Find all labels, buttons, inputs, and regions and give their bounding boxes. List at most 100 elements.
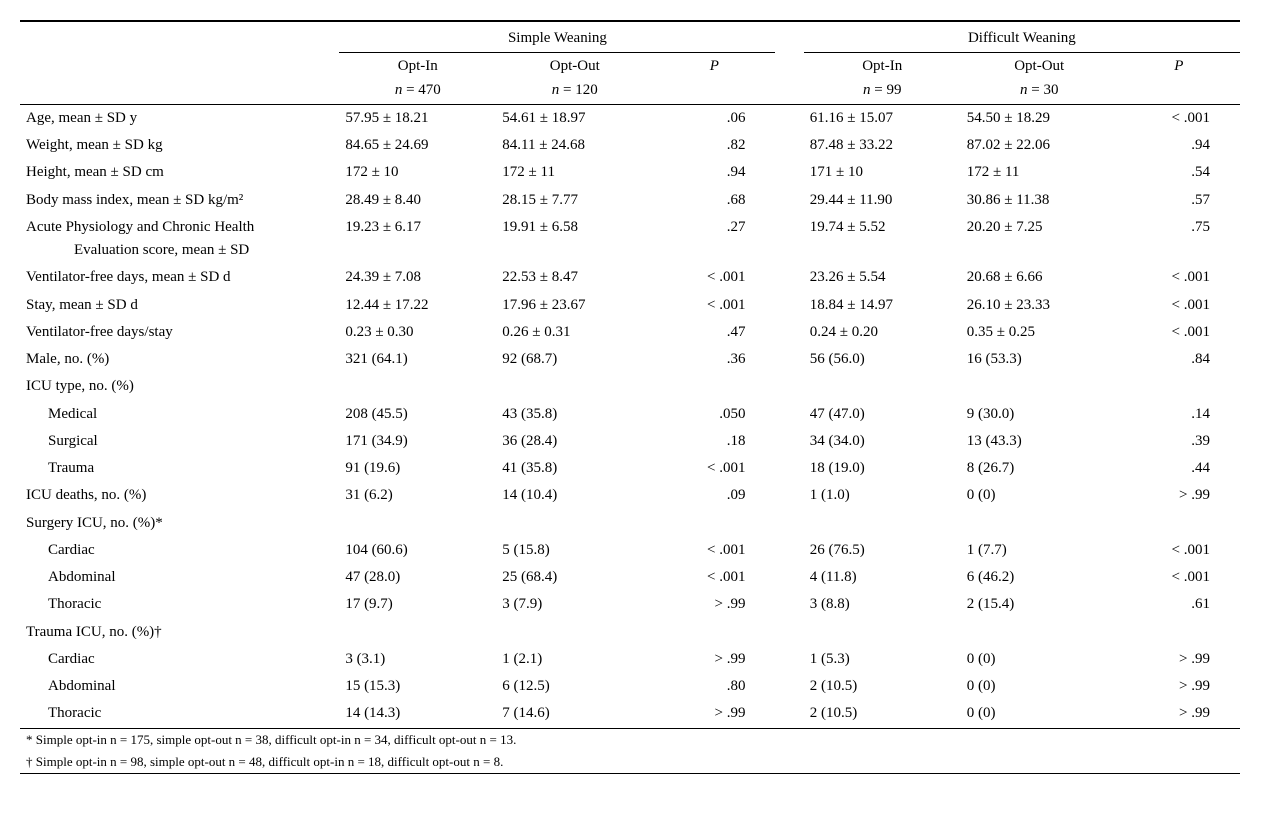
value-cell: 20.20 ± 7.25 (961, 214, 1118, 265)
p-value-cell: < .001 (653, 564, 775, 591)
row-label: Height, mean ± SD cm (20, 159, 339, 186)
value-cell: 2 (10.5) (804, 673, 961, 700)
table-row: Cardiac3 (3.1)1 (2.1)> .991 (5.3)0 (0)> … (20, 646, 1240, 673)
g2-optin-header: Opt-In n = 99 (804, 53, 961, 105)
p-value-cell: < .001 (1118, 264, 1240, 291)
row-label: Stay, mean ± SD d (20, 292, 339, 319)
group2-header: Difficult Weaning (804, 25, 1240, 53)
value-cell: 28.49 ± 8.40 (339, 187, 496, 214)
table-row: ICU type, no. (%) (20, 373, 1240, 400)
value-cell: 171 ± 10 (804, 159, 961, 186)
value-cell: 13 (43.3) (961, 428, 1118, 455)
value-cell: 84.11 ± 24.68 (496, 132, 653, 159)
row-label: ICU type, no. (%) (20, 373, 339, 400)
value-cell: 172 ± 11 (961, 159, 1118, 186)
value-cell: 0.35 ± 0.25 (961, 319, 1118, 346)
value-cell: 171 (34.9) (339, 428, 496, 455)
g2-optout-header: Opt-Out n = 30 (961, 53, 1118, 105)
table-row: Body mass index, mean ± SD kg/m²28.49 ± … (20, 187, 1240, 214)
table-row: Ventilator-free days, mean ± SD d24.39 ±… (20, 264, 1240, 291)
value-cell: 0 (0) (961, 646, 1118, 673)
table-row: Medical208 (45.5)43 (35.8).05047 (47.0)9… (20, 401, 1240, 428)
row-label: Thoracic (20, 591, 339, 618)
row-label: Surgical (20, 428, 339, 455)
p-value-cell: < .001 (653, 264, 775, 291)
p-value-cell: .94 (1118, 132, 1240, 159)
p-value-cell (1118, 619, 1240, 646)
value-cell (339, 373, 496, 400)
p-value-cell: < .001 (1118, 319, 1240, 346)
value-cell: 172 ± 11 (496, 159, 653, 186)
value-cell: 14 (14.3) (339, 700, 496, 727)
p-value-cell: .39 (1118, 428, 1240, 455)
value-cell: 17.96 ± 23.67 (496, 292, 653, 319)
row-label: Abdominal (20, 673, 339, 700)
value-cell: 16 (53.3) (961, 346, 1118, 373)
table-row: Age, mean ± SD y57.95 ± 18.2154.61 ± 18.… (20, 104, 1240, 132)
value-cell: 56 (56.0) (804, 346, 961, 373)
footnote-1: * Simple opt-in n = 175, simple opt-out … (20, 728, 1240, 751)
value-cell: 4 (11.8) (804, 564, 961, 591)
table-row: Abdominal15 (15.3)6 (12.5).802 (10.5)0 (… (20, 673, 1240, 700)
p-value-cell (653, 510, 775, 537)
value-cell: 20.68 ± 6.66 (961, 264, 1118, 291)
value-cell: 43 (35.8) (496, 401, 653, 428)
value-cell: 28.15 ± 7.77 (496, 187, 653, 214)
value-cell: 208 (45.5) (339, 401, 496, 428)
value-cell: 54.50 ± 18.29 (961, 104, 1118, 132)
sub-header-row: Opt-In n = 470 Opt-Out n = 120 P Opt-In … (20, 53, 1240, 105)
g1-optout-header: Opt-Out n = 120 (496, 53, 653, 105)
row-label: Trauma (20, 455, 339, 482)
value-cell: 104 (60.6) (339, 537, 496, 564)
p-value-cell: .68 (653, 187, 775, 214)
g2-p-header: P (1118, 53, 1240, 105)
table-row: ICU deaths, no. (%)31 (6.2)14 (10.4).091… (20, 482, 1240, 509)
row-label: Trauma ICU, no. (%)† (20, 619, 339, 646)
weaning-table: Simple Weaning Difficult Weaning Opt-In … (20, 20, 1240, 774)
value-cell: 7 (14.6) (496, 700, 653, 727)
p-value-cell (1118, 510, 1240, 537)
row-label: Abdominal (20, 564, 339, 591)
p-value-cell: > .99 (653, 646, 775, 673)
p-value-cell: .09 (653, 482, 775, 509)
p-value-cell: > .99 (1118, 700, 1240, 727)
value-cell: 8 (26.7) (961, 455, 1118, 482)
value-cell: 15 (15.3) (339, 673, 496, 700)
value-cell: 3 (7.9) (496, 591, 653, 618)
value-cell: 0 (0) (961, 700, 1118, 727)
p-value-cell: > .99 (653, 700, 775, 727)
p-value-cell: .36 (653, 346, 775, 373)
value-cell: 18 (19.0) (804, 455, 961, 482)
p-value-cell: .050 (653, 401, 775, 428)
value-cell: 84.65 ± 24.69 (339, 132, 496, 159)
value-cell: 34 (34.0) (804, 428, 961, 455)
value-cell: 9 (30.0) (961, 401, 1118, 428)
p-value-cell: < .001 (653, 455, 775, 482)
value-cell (339, 510, 496, 537)
p-value-cell: .80 (653, 673, 775, 700)
value-cell: 41 (35.8) (496, 455, 653, 482)
value-cell: 19.74 ± 5.52 (804, 214, 961, 265)
p-value-cell: .84 (1118, 346, 1240, 373)
value-cell: 18.84 ± 14.97 (804, 292, 961, 319)
value-cell: 2 (10.5) (804, 700, 961, 727)
value-cell: 26.10 ± 23.33 (961, 292, 1118, 319)
p-value-cell: < .001 (653, 292, 775, 319)
value-cell: 61.16 ± 15.07 (804, 104, 961, 132)
value-cell: 6 (46.2) (961, 564, 1118, 591)
p-value-cell: .27 (653, 214, 775, 265)
value-cell: 23.26 ± 5.54 (804, 264, 961, 291)
table-row: Stay, mean ± SD d12.44 ± 17.2217.96 ± 23… (20, 292, 1240, 319)
value-cell: 36 (28.4) (496, 428, 653, 455)
p-value-cell: .94 (653, 159, 775, 186)
p-value-cell: .47 (653, 319, 775, 346)
value-cell: 172 ± 10 (339, 159, 496, 186)
row-label: Ventilator-free days, mean ± SD d (20, 264, 339, 291)
g1-p-header: P (653, 53, 775, 105)
p-value-cell: > .99 (653, 591, 775, 618)
table-row: Trauma ICU, no. (%)† (20, 619, 1240, 646)
table-row: Male, no. (%)321 (64.1)92 (68.7).3656 (5… (20, 346, 1240, 373)
table-row: Ventilator-free days/stay0.23 ± 0.300.26… (20, 319, 1240, 346)
row-label: Body mass index, mean ± SD kg/m² (20, 187, 339, 214)
p-value-cell: .54 (1118, 159, 1240, 186)
